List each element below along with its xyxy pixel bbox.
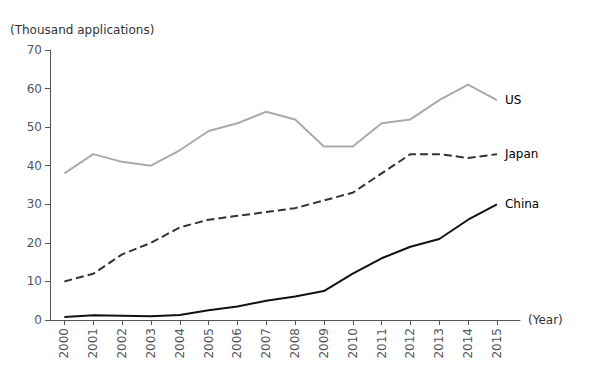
svg-text:2015: 2015 (490, 328, 504, 359)
svg-text:2010: 2010 (346, 328, 360, 359)
svg-text:2009: 2009 (317, 328, 331, 359)
svg-text:2007: 2007 (259, 328, 273, 359)
svg-text:2011: 2011 (375, 328, 389, 359)
svg-text:2013: 2013 (432, 328, 446, 359)
svg-text:Japan: Japan (504, 147, 538, 161)
svg-text:(Year): (Year) (528, 313, 563, 327)
svg-text:60: 60 (27, 82, 42, 96)
svg-text:2012: 2012 (403, 328, 417, 359)
svg-text:70: 70 (27, 43, 42, 57)
svg-text:2004: 2004 (173, 328, 187, 359)
svg-text:China: China (505, 197, 539, 211)
svg-text:US: US (505, 93, 521, 107)
svg-text:2014: 2014 (461, 328, 475, 359)
svg-text:40: 40 (27, 159, 42, 173)
svg-text:50: 50 (27, 120, 42, 134)
svg-text:30: 30 (27, 197, 42, 211)
svg-text:20: 20 (27, 236, 42, 250)
svg-text:2000: 2000 (57, 328, 71, 359)
svg-text:(Thousand applications): (Thousand applications) (10, 23, 154, 37)
svg-text:2008: 2008 (288, 328, 302, 359)
svg-text:10: 10 (27, 274, 42, 288)
svg-text:2001: 2001 (86, 328, 100, 359)
svg-text:2006: 2006 (230, 328, 244, 359)
svg-text:0: 0 (34, 313, 42, 327)
svg-text:2002: 2002 (115, 328, 129, 359)
svg-text:2003: 2003 (144, 328, 158, 359)
svg-text:2005: 2005 (202, 328, 216, 359)
